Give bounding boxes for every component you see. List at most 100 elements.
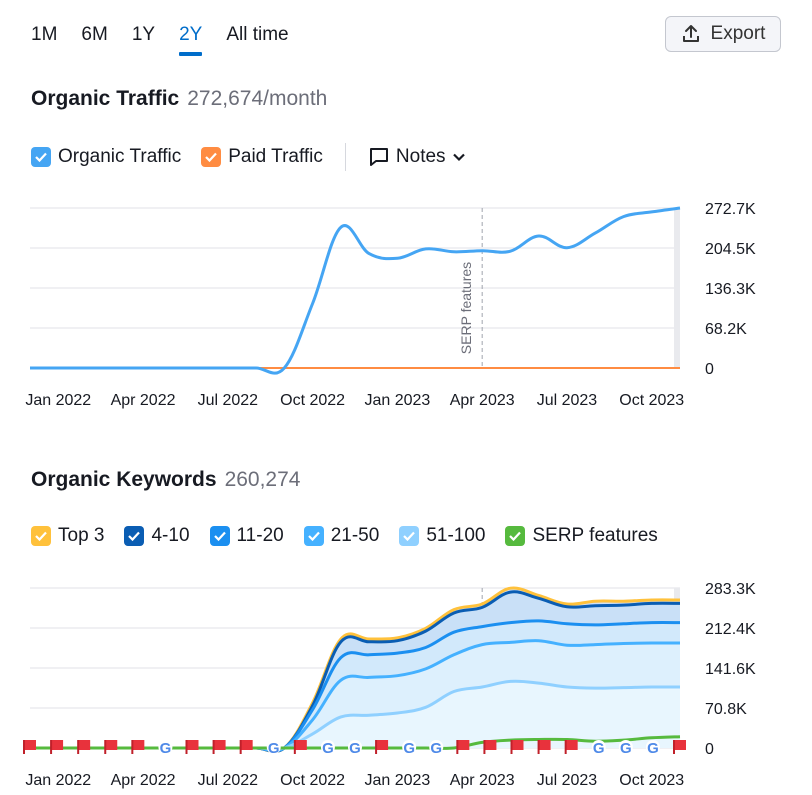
period-tab-2y[interactable]: 2Y	[179, 22, 203, 56]
traffic-title: Organic Traffic 272,674/month	[31, 87, 327, 111]
flag-icon[interactable]	[131, 740, 145, 754]
keywords-title-text: Organic Keywords	[31, 468, 217, 491]
google-update-icon[interactable]: G	[645, 740, 660, 757]
flag-icon[interactable]	[239, 740, 253, 754]
flag-icon[interactable]	[564, 740, 578, 754]
traffic-value: 272,674/month	[187, 87, 328, 110]
legend-label: 4-10	[151, 525, 190, 546]
legend-checkbox[interactable]	[31, 526, 51, 546]
notes-label: Notes	[395, 146, 446, 167]
keywords-value: 260,274	[224, 468, 301, 491]
x-tick-label: Oct 2023	[619, 772, 684, 789]
x-tick-label: Apr 2022	[111, 392, 176, 409]
svg-text:G: G	[647, 740, 659, 757]
traffic-legend: Organic Traffic Paid Traffic Notes	[31, 143, 466, 171]
x-tick-label: Jul 2023	[537, 772, 598, 789]
y-tick-label: 136.3K	[705, 281, 756, 298]
x-tick-label: Oct 2022	[280, 772, 345, 789]
legend-item[interactable]: Top 3	[31, 525, 104, 547]
x-tick-label: Jan 2023	[364, 392, 430, 409]
legend-checkbox[interactable]	[399, 526, 420, 546]
x-tick-label: Jul 2022	[198, 772, 259, 789]
flag-icon[interactable]	[673, 740, 686, 754]
flag-icon[interactable]	[23, 740, 36, 754]
svg-text:G: G	[349, 740, 361, 757]
legend-checkbox[interactable]	[124, 526, 145, 546]
x-tick-label: Jul 2022	[198, 392, 259, 409]
google-update-icon[interactable]: G	[429, 740, 444, 757]
legend-item[interactable]: SERP features	[505, 525, 658, 547]
google-update-icon[interactable]: G	[618, 740, 633, 757]
keywords-title: Organic Keywords 260,274	[31, 468, 300, 492]
flag-icon[interactable]	[50, 740, 64, 754]
google-update-icon[interactable]: G	[266, 740, 281, 757]
x-tick-label: Oct 2022	[280, 392, 345, 409]
legend-item[interactable]: 51-100	[399, 525, 485, 547]
annotation-label: SERP features	[458, 262, 474, 354]
x-tick-label: Jul 2023	[537, 392, 598, 409]
flag-icon[interactable]	[537, 740, 551, 754]
chevron-down-icon	[452, 153, 465, 162]
y-tick-label: 141.6K	[705, 661, 756, 678]
svg-text:G: G	[160, 740, 172, 757]
svg-text:G: G	[322, 740, 334, 757]
flag-icon[interactable]	[185, 740, 199, 754]
y-tick-label: 0	[705, 361, 714, 378]
period-tab-6m[interactable]: 6M	[81, 24, 108, 45]
flag-icon[interactable]	[212, 740, 226, 754]
google-update-icon[interactable]: G	[591, 740, 606, 757]
check-icon	[35, 531, 47, 542]
check-icon	[307, 531, 320, 542]
flag-icon[interactable]	[456, 740, 470, 754]
legend-label: 51-100	[426, 525, 486, 546]
checkbox-paid-traffic[interactable]	[201, 147, 222, 167]
flag-icon[interactable]	[293, 740, 307, 754]
period-tab-1y[interactable]: 1Y	[131, 24, 156, 45]
google-update-icon[interactable]: G	[402, 740, 417, 757]
google-update-icon[interactable]: G	[348, 740, 362, 757]
comment-icon	[369, 148, 388, 166]
legend-checkbox[interactable]	[209, 526, 230, 546]
legend-paid-traffic[interactable]: Paid Traffic	[201, 146, 323, 168]
legend-item[interactable]: 4-10	[124, 525, 190, 547]
legend-item[interactable]: 21-50	[303, 525, 380, 547]
x-tick-label: Apr 2023	[450, 392, 515, 409]
google-update-icon[interactable]: G	[158, 740, 173, 757]
organic-traffic-chart: 272.7K 204.5K 136.3K 68.2K 0 Jan 2022 Apr 2022…	[25, 201, 756, 409]
legend-label: 21-50	[330, 525, 380, 546]
x-tick-label: Apr 2022	[111, 772, 176, 789]
svg-text:G: G	[430, 740, 442, 757]
legend-label: Top 3	[58, 525, 105, 546]
flag-icon[interactable]	[483, 740, 497, 754]
flag-icon[interactable]	[510, 740, 524, 754]
google-update-icon[interactable]: G	[320, 740, 335, 757]
y-tick-label: 68.2K	[705, 321, 747, 338]
y-tick-label: 204.5K	[705, 241, 756, 258]
legend-checkbox[interactable]	[505, 526, 526, 546]
period-tabs: 1M 6M 1Y 2Y All time	[31, 22, 313, 56]
y-tick-label: 0	[705, 741, 714, 758]
x-tick-label: Jan 2022	[25, 772, 91, 789]
legend-label: 11-20	[236, 525, 284, 546]
legend-label: Paid Traffic	[228, 146, 323, 167]
check-icon	[35, 152, 47, 163]
period-tab-all-time[interactable]: All time	[226, 24, 289, 45]
svg-text:G: G	[593, 740, 605, 757]
check-icon	[403, 531, 416, 542]
flag-icon[interactable]	[375, 740, 389, 754]
export-button[interactable]: Export	[665, 16, 781, 52]
export-label: Export	[710, 23, 766, 44]
flag-icon[interactable]	[104, 740, 118, 754]
legend-checkbox[interactable]	[303, 526, 324, 546]
series-line-organic-traffic	[30, 206, 681, 375]
period-tab-1m[interactable]: 1M	[31, 24, 58, 45]
check-icon	[128, 531, 141, 542]
legend-divider	[344, 143, 346, 171]
flag-icon[interactable]	[77, 740, 91, 754]
legend-item[interactable]: 11-20	[209, 525, 284, 547]
notes-dropdown[interactable]: Notes	[368, 146, 466, 168]
legend-organic-traffic[interactable]: Organic Traffic	[31, 146, 181, 168]
checkbox-organic-traffic[interactable]	[31, 147, 51, 167]
x-tick-label: Jan 2022	[25, 392, 91, 409]
check-icon	[205, 152, 218, 163]
